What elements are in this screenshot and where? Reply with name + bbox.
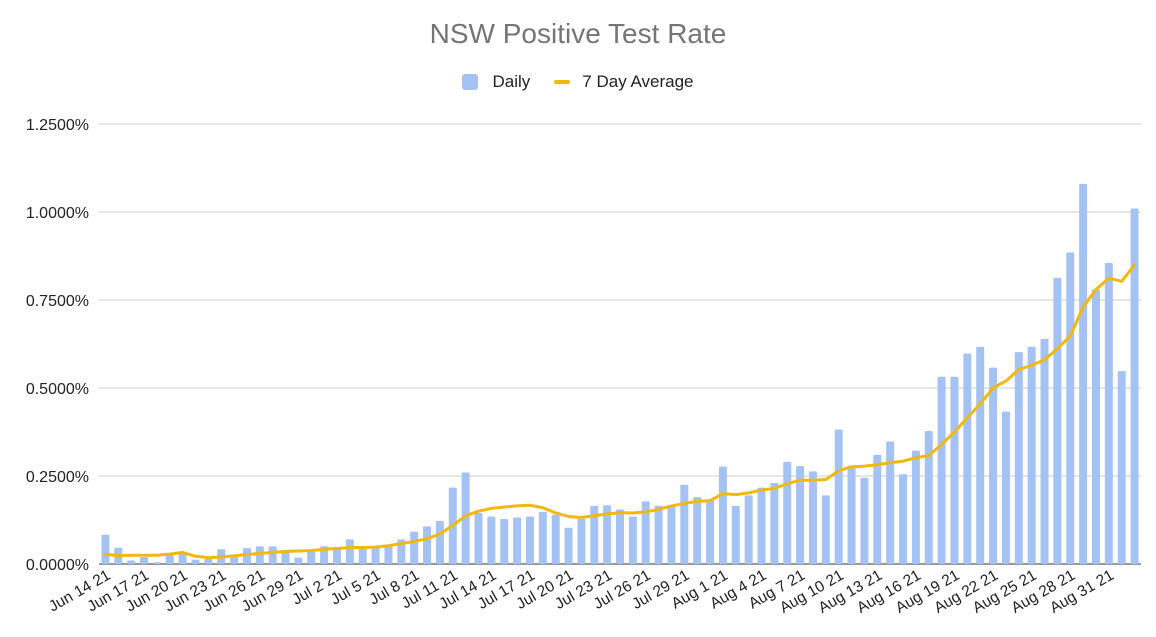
daily-bar bbox=[976, 346, 985, 564]
daily-bar bbox=[808, 471, 817, 564]
daily-bar bbox=[641, 501, 650, 564]
daily-bar bbox=[1091, 289, 1100, 564]
legend-label-average: 7 Day Average bbox=[582, 72, 694, 91]
daily-bar bbox=[1027, 346, 1036, 564]
daily-bar bbox=[796, 466, 805, 564]
daily-bar bbox=[1001, 411, 1010, 564]
daily-bar bbox=[834, 429, 843, 564]
daily-bar bbox=[924, 430, 933, 564]
daily-bar bbox=[513, 517, 522, 564]
y-tick-label: 0.2500% bbox=[26, 469, 89, 486]
y-axis-ticks: 0.0000% 0.2500% 0.5000% 0.7500% 1.0000% 1.250… bbox=[26, 117, 89, 574]
daily-bar bbox=[294, 557, 303, 564]
daily-bar bbox=[616, 509, 624, 564]
daily-bar bbox=[963, 353, 972, 564]
daily-bar bbox=[410, 531, 419, 564]
average-line-layer bbox=[103, 263, 1137, 560]
daily-bar bbox=[281, 549, 290, 564]
legend-swatch-average bbox=[554, 80, 571, 84]
daily-bar bbox=[950, 376, 959, 564]
daily-bar bbox=[1130, 208, 1139, 565]
daily-bar bbox=[101, 534, 110, 564]
daily-bar bbox=[654, 505, 663, 564]
daily-bar bbox=[332, 547, 341, 564]
daily-bar bbox=[628, 516, 637, 564]
daily-bar bbox=[435, 521, 444, 564]
y-tick-label: 0.7500% bbox=[26, 293, 89, 310]
daily-bar bbox=[255, 546, 264, 564]
daily-bar bbox=[989, 367, 998, 564]
daily-bar bbox=[577, 518, 586, 564]
daily-bar bbox=[1040, 338, 1049, 564]
daily-bar bbox=[165, 554, 174, 564]
daily-bar bbox=[731, 505, 740, 564]
average-line bbox=[103, 263, 1137, 560]
daily-bar bbox=[127, 560, 136, 564]
daily-bar bbox=[847, 465, 856, 564]
daily-bar bbox=[603, 505, 612, 564]
daily-bar bbox=[590, 505, 599, 564]
y-tick-label: 1.2500% bbox=[26, 117, 89, 134]
daily-bar bbox=[191, 559, 200, 564]
daily-bar bbox=[204, 558, 213, 564]
daily-bar bbox=[718, 466, 727, 564]
daily-bar bbox=[1053, 277, 1062, 564]
legend-entry-daily[interactable]: Daily bbox=[462, 72, 530, 92]
y-tick-label: 0.5000% bbox=[26, 381, 89, 398]
daily-bar bbox=[461, 472, 470, 564]
daily-bars bbox=[101, 183, 1139, 565]
daily-bar bbox=[937, 376, 946, 564]
daily-bar bbox=[770, 483, 779, 564]
daily-bar bbox=[693, 497, 702, 564]
daily-bar bbox=[268, 546, 277, 564]
daily-bar bbox=[538, 511, 547, 564]
daily-bar bbox=[1014, 352, 1023, 564]
gridlines bbox=[99, 123, 1141, 565]
daily-bar bbox=[384, 544, 393, 564]
daily-bar bbox=[487, 516, 496, 564]
daily-bar bbox=[474, 512, 483, 564]
daily-bar bbox=[551, 514, 560, 564]
daily-bar bbox=[1117, 371, 1126, 564]
y-tick-label: 0.0000% bbox=[26, 557, 89, 574]
daily-bar bbox=[397, 539, 406, 564]
daily-bar bbox=[500, 518, 509, 564]
daily-bar bbox=[744, 495, 753, 564]
daily-bar bbox=[821, 495, 830, 564]
daily-bar bbox=[1066, 252, 1075, 565]
daily-bar bbox=[911, 450, 920, 564]
daily-bar bbox=[1079, 183, 1088, 564]
daily-bar bbox=[783, 461, 792, 564]
daily-bar bbox=[358, 548, 367, 564]
daily-bar bbox=[667, 504, 676, 564]
daily-bar bbox=[152, 562, 161, 564]
daily-bar bbox=[140, 556, 149, 564]
daily-bar bbox=[1104, 263, 1113, 564]
daily-bar bbox=[680, 484, 689, 564]
legend: Daily 7 Day Average bbox=[0, 72, 1156, 92]
daily-bar bbox=[873, 454, 882, 564]
y-tick-label: 1.0000% bbox=[26, 205, 89, 222]
daily-bar bbox=[757, 487, 766, 564]
daily-bar bbox=[886, 441, 895, 564]
daily-bar bbox=[860, 477, 869, 564]
daily-bar bbox=[706, 500, 715, 564]
daily-bar bbox=[371, 546, 380, 564]
daily-bar bbox=[345, 539, 354, 564]
daily-bar bbox=[525, 516, 534, 564]
daily-bar bbox=[178, 553, 187, 564]
daily-bar bbox=[307, 549, 316, 564]
legend-entry-average[interactable]: 7 Day Average bbox=[554, 72, 694, 92]
daily-bar bbox=[899, 474, 908, 564]
legend-label-daily: Daily bbox=[492, 72, 531, 91]
chart-title: NSW Positive Test Rate bbox=[429, 18, 727, 49]
daily-bar bbox=[242, 548, 251, 564]
legend-swatch-daily bbox=[462, 74, 479, 90]
daily-bar bbox=[423, 526, 432, 564]
daily-bar bbox=[564, 527, 573, 564]
